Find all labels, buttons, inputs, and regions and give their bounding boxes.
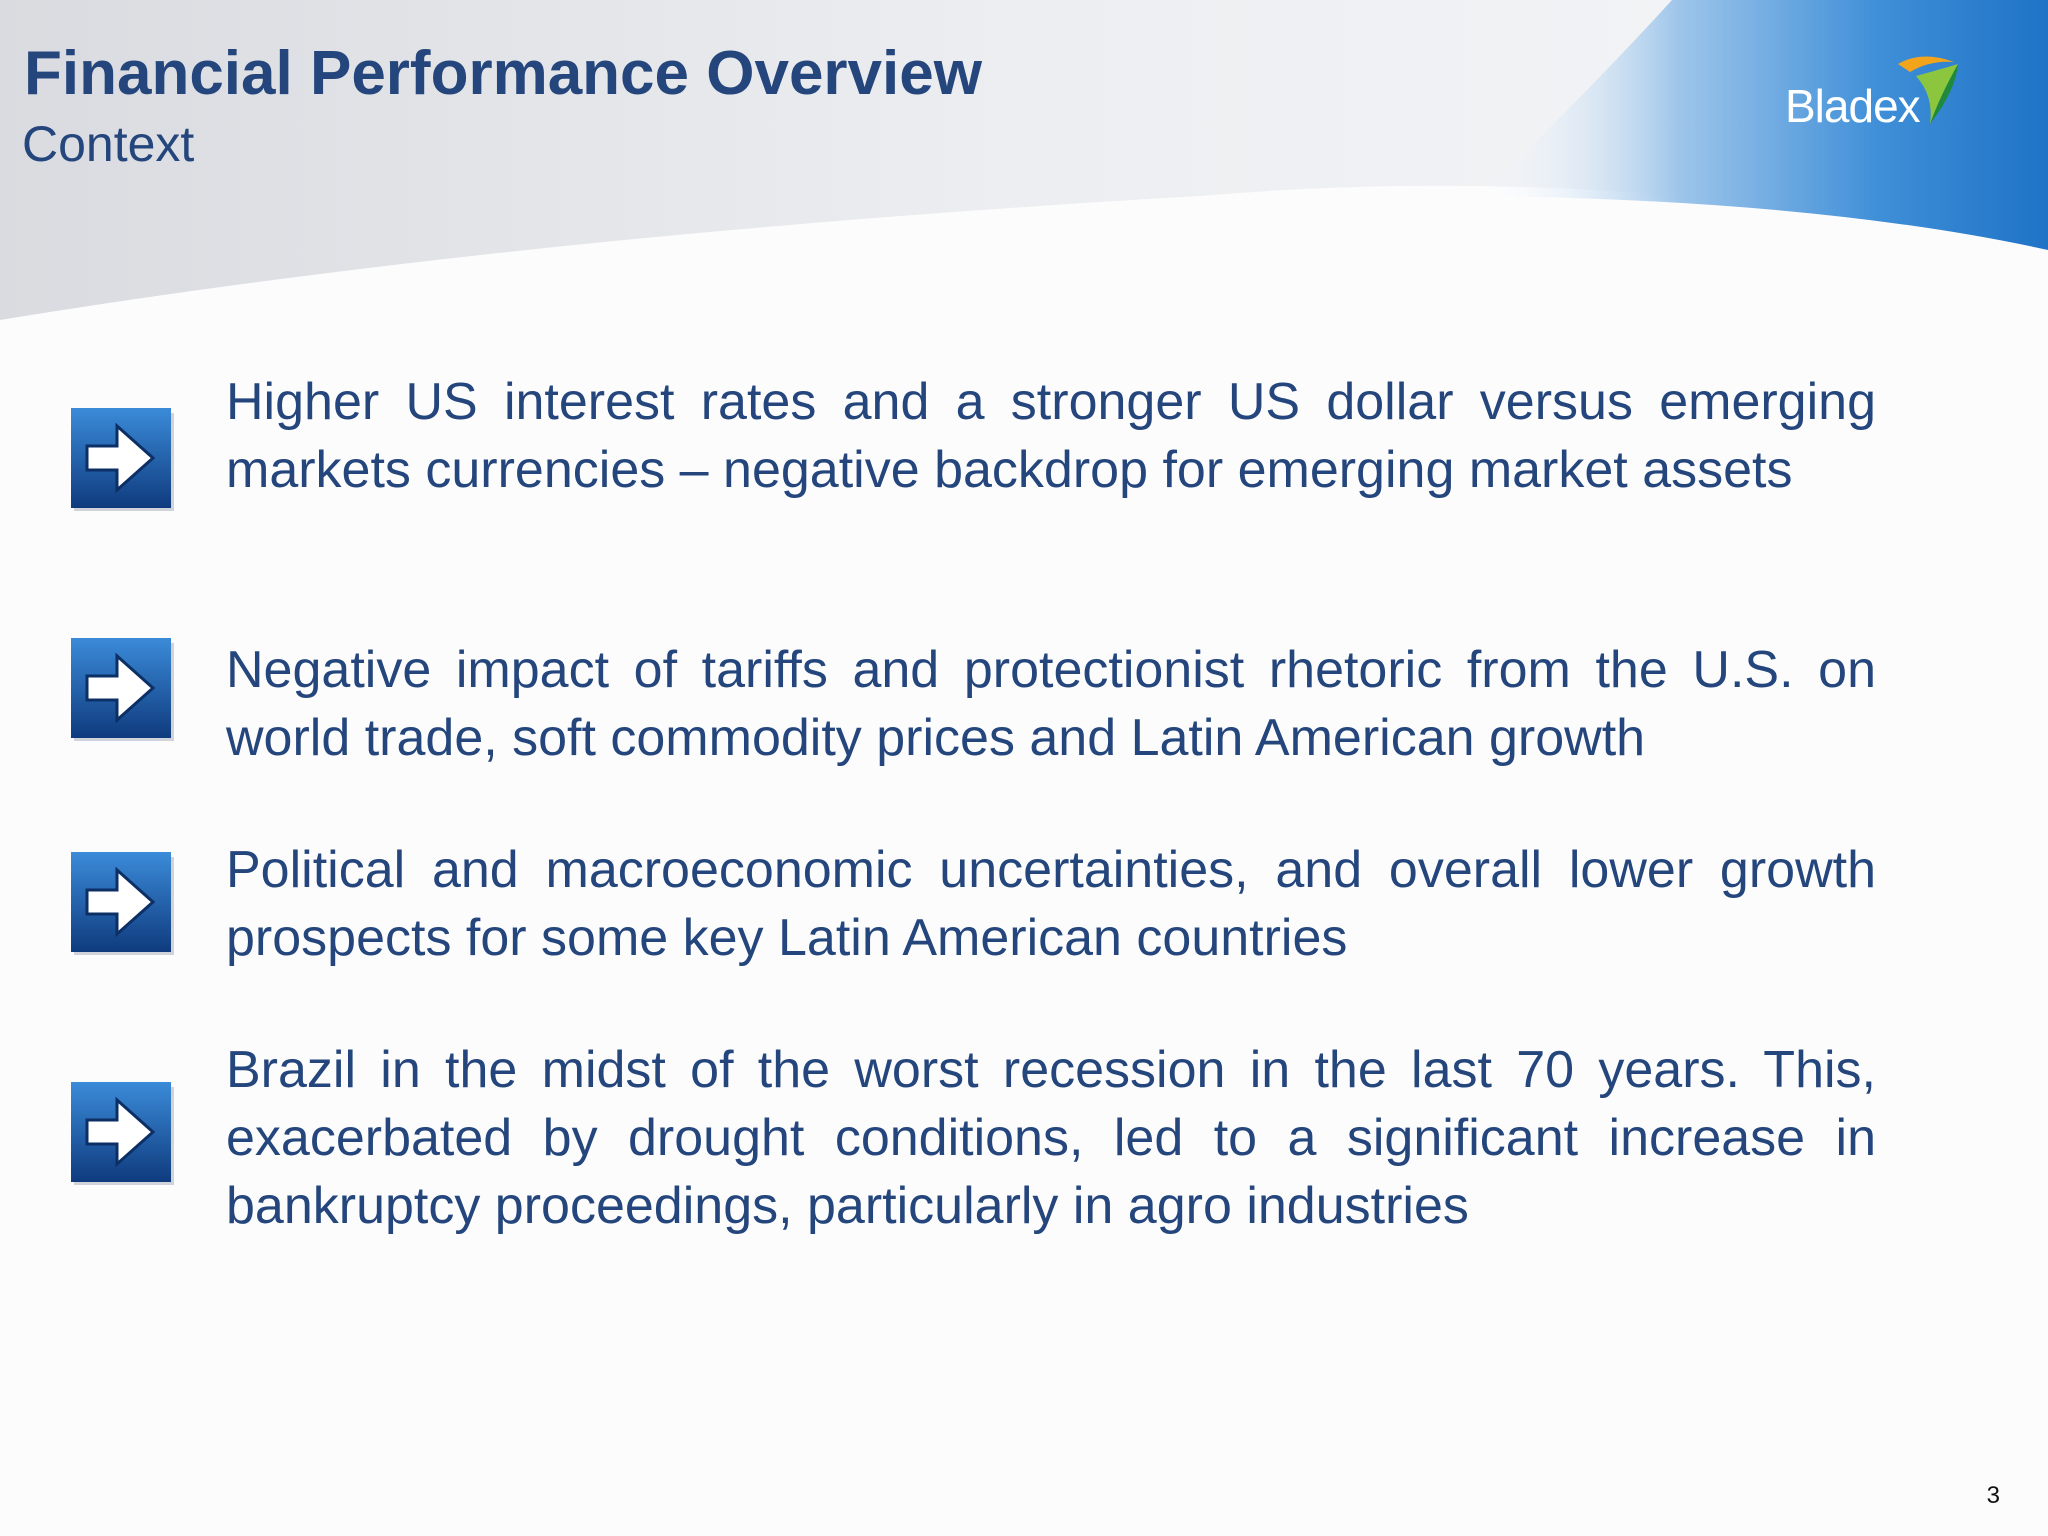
- bullet-text: Higher US interest rates and a stronger …: [226, 373, 1876, 499]
- bladex-logo-mark: [1898, 56, 1958, 124]
- bullet-text: Political and macroeconomic uncertaintie…: [226, 841, 1876, 967]
- page-number: 3: [1986, 1482, 2000, 1509]
- bladex-logo-wordmark: Bladex: [1785, 80, 1921, 132]
- header-gray-band: [0, 0, 2048, 320]
- bullet-text: Brazil in the midst of the worst recessi…: [226, 1041, 1876, 1235]
- bullet-text: Negative impact of tariffs and protectio…: [226, 641, 1876, 767]
- slide-subtitle: Context: [22, 116, 195, 172]
- slide-title: Financial Performance Overview: [24, 39, 982, 108]
- bladex-logo: Bladex: [1782, 52, 1962, 142]
- right-arrow-icon: [71, 1082, 174, 1185]
- right-arrow-icon: [71, 852, 174, 955]
- right-arrow-icon: [71, 408, 174, 511]
- right-arrow-icon: [71, 638, 174, 741]
